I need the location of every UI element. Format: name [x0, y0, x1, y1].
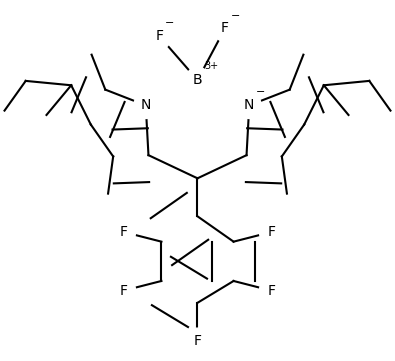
Circle shape [260, 278, 283, 304]
Text: N: N [141, 98, 151, 112]
Text: N: N [244, 98, 254, 112]
Text: 3+: 3+ [204, 61, 218, 71]
Circle shape [237, 92, 261, 118]
Text: F: F [120, 225, 128, 239]
Circle shape [112, 278, 135, 304]
Circle shape [213, 16, 237, 42]
Text: F: F [267, 284, 275, 297]
Circle shape [186, 328, 209, 355]
Text: F: F [194, 334, 201, 348]
Circle shape [112, 219, 135, 245]
Circle shape [134, 92, 158, 118]
Circle shape [148, 23, 171, 49]
Text: −: − [165, 18, 174, 29]
Text: F: F [267, 225, 275, 239]
Text: F: F [221, 21, 229, 35]
Text: B: B [193, 73, 202, 87]
Text: F: F [120, 284, 128, 297]
Text: −: − [230, 10, 240, 21]
Circle shape [260, 219, 283, 245]
Circle shape [186, 67, 209, 93]
Text: −: − [256, 87, 265, 97]
Text: F: F [156, 29, 164, 43]
